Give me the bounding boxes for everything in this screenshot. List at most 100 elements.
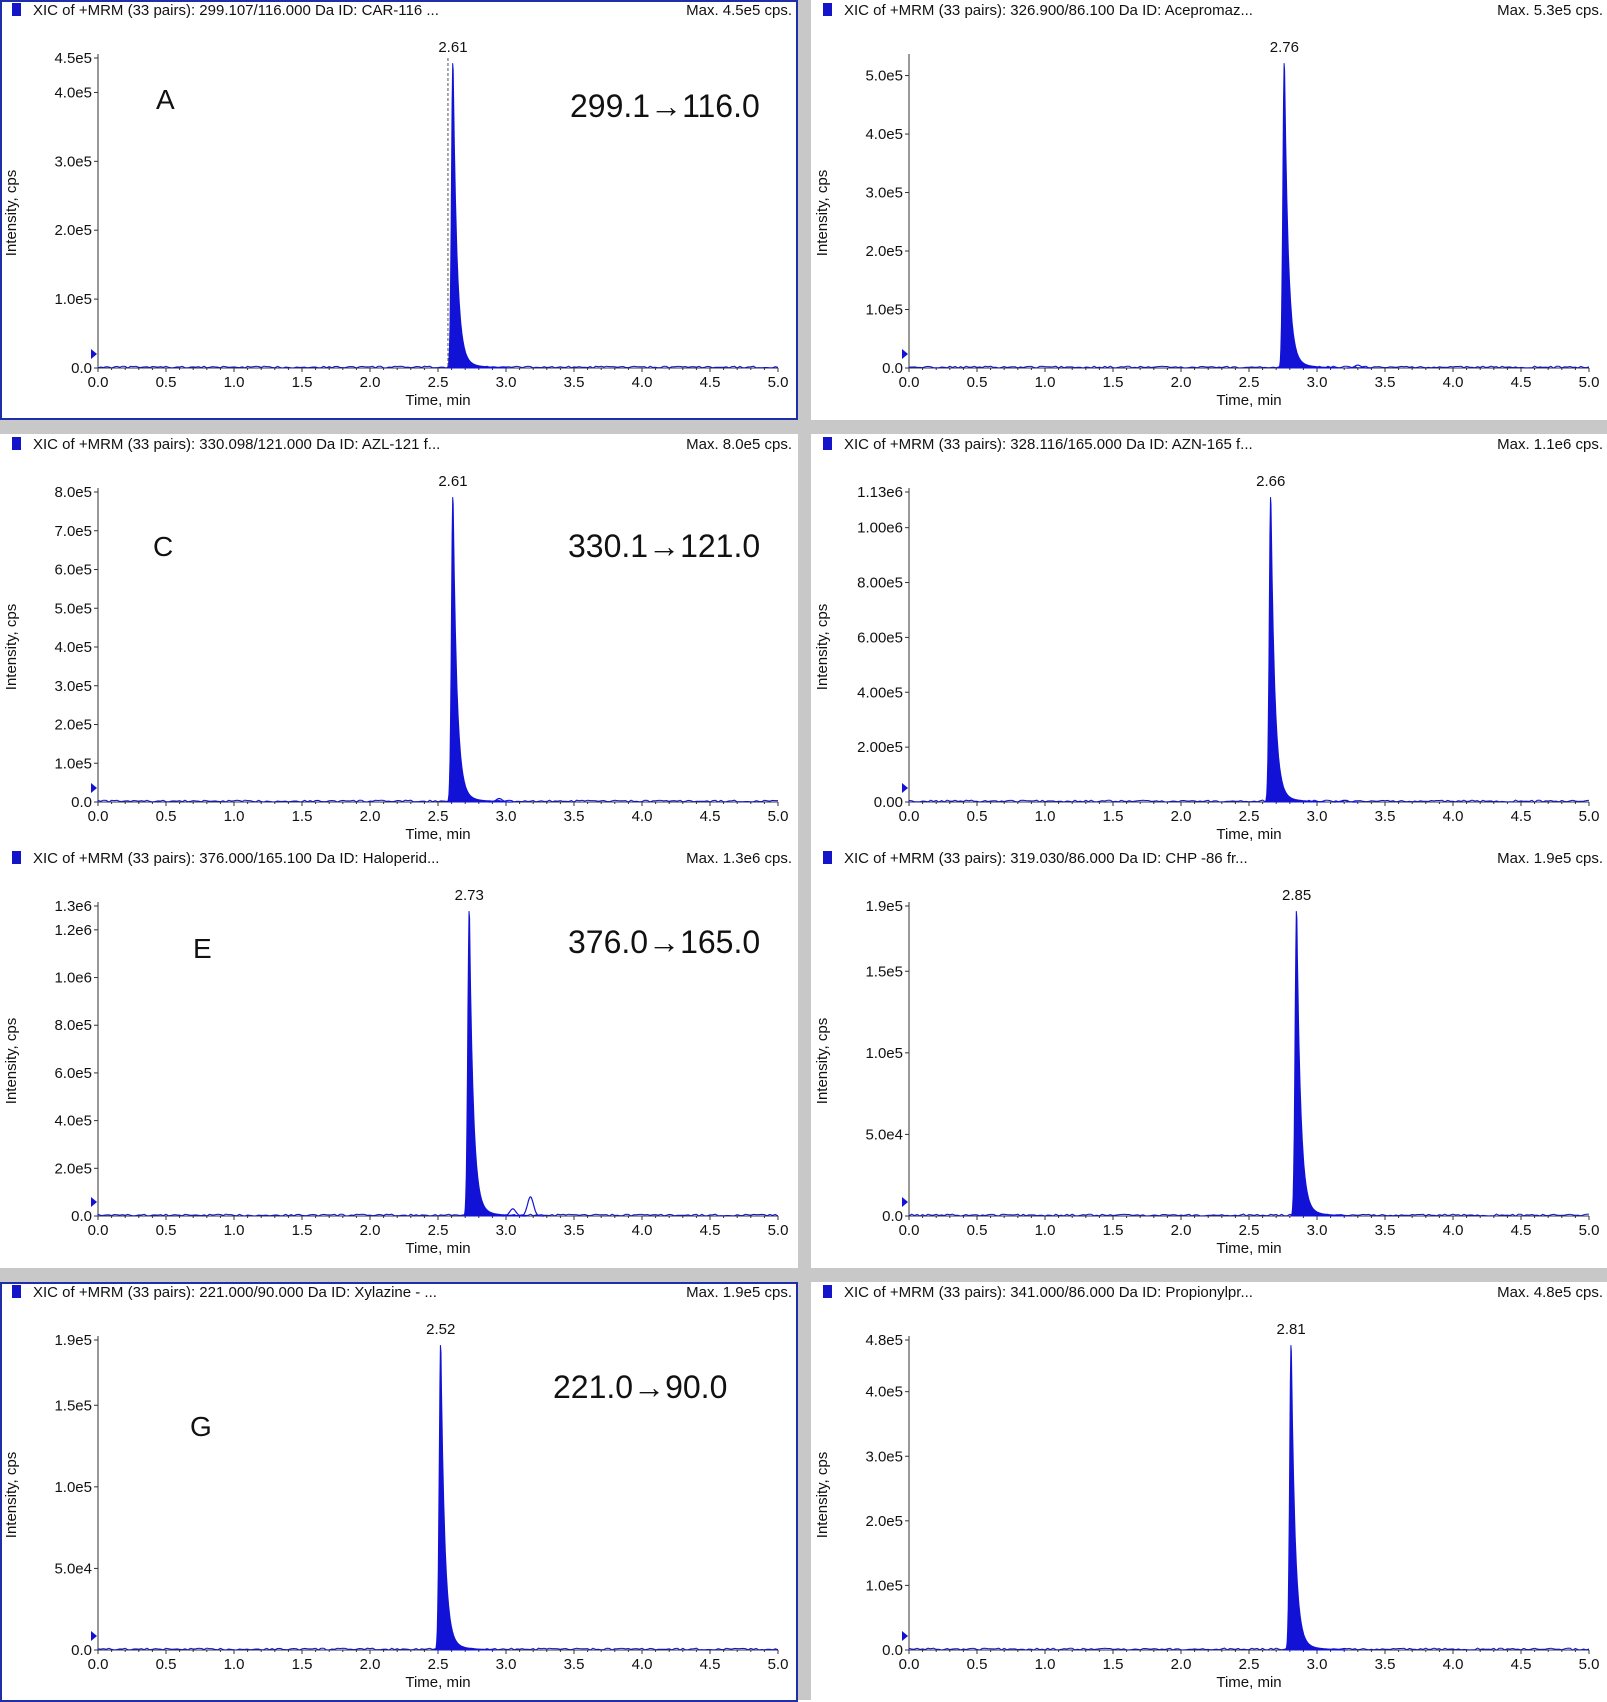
y-tick-label: 4.0e5 <box>865 126 903 143</box>
chromatogram-plot: 0.0 0.5 1.0 1.5 2.0 2.5 3.0 3.5 4.0 4.5 5.0 0.0 1.0e… <box>3 39 788 409</box>
x-tick-label: 1.5 <box>1103 1656 1124 1673</box>
trace-marker-icon <box>12 437 21 450</box>
y-tick-label: 1.0e5 <box>54 291 92 308</box>
x-tick-label: 1.0 <box>1035 374 1056 391</box>
panel-letter: A <box>156 84 175 115</box>
x-tick-label: 0.5 <box>156 1656 177 1673</box>
y-tick-label: 7.0e5 <box>54 523 92 540</box>
x-tick-label: 0.5 <box>156 808 177 825</box>
x-tick-label: 3.5 <box>1375 374 1396 391</box>
y-axis-label: Intensity, cps <box>814 1018 831 1104</box>
xic-title: XIC of +MRM (33 pairs): 330.098/121.000 … <box>33 436 441 453</box>
x-tick-label: 0.5 <box>967 808 988 825</box>
max-intensity-label: Max. 1.1e6 cps. <box>1497 436 1603 453</box>
x-tick-label: 2.0 <box>1171 1656 1192 1673</box>
main-peak <box>1289 911 1353 1217</box>
x-tick-label: 3.0 <box>1307 1656 1328 1673</box>
max-intensity-label: Max. 1.3e6 cps. <box>686 850 792 867</box>
threshold-marker-icon <box>91 349 97 359</box>
x-tick-label: 4.0 <box>632 374 653 391</box>
y-tick-label: 1.0e5 <box>54 1479 92 1496</box>
y-tick-label: 2.0e5 <box>54 717 92 734</box>
y-tick-label: 1.00e6 <box>857 520 903 537</box>
x-tick-label: 0.5 <box>156 374 177 391</box>
pane-header: XIC of +MRM (33 pairs): 341.000/86.000 D… <box>811 1282 1607 1304</box>
retention-time-label: 2.81 <box>1277 1321 1306 1338</box>
chromatogram-pane-d[interactable]: XIC of +MRM (33 pairs): 328.116/165.000 … <box>811 434 1607 854</box>
mrm-transition-label: 330.1→121.0 <box>568 528 761 564</box>
x-tick-label: 0.0 <box>88 374 109 391</box>
main-peak <box>1277 63 1341 369</box>
pane-header: XIC of +MRM (33 pairs): 330.098/121.000 … <box>0 434 798 456</box>
chromatogram-pane-f[interactable]: XIC of +MRM (33 pairs): 319.030/86.000 D… <box>811 848 1607 1268</box>
x-axis-label: Time, min <box>1216 392 1281 409</box>
baseline-trace <box>908 365 1590 369</box>
x-tick-label: 0.0 <box>88 808 109 825</box>
x-tick-label: 5.0 <box>768 808 789 825</box>
y-axis-label: Intensity, cps <box>3 1452 20 1538</box>
minor-peak <box>488 797 513 803</box>
max-intensity-label: Max. 5.3e5 cps. <box>1497 2 1603 19</box>
y-axis-label: Intensity, cps <box>3 170 20 256</box>
y-tick-label: 2.0e5 <box>865 1513 903 1530</box>
y-tick-label: 1.13e6 <box>857 484 903 501</box>
x-tick-label: 0.0 <box>899 374 920 391</box>
x-tick-label: 1.5 <box>1103 808 1124 825</box>
main-peak <box>446 63 509 369</box>
y-axis-label: Intensity, cps <box>814 1452 831 1538</box>
chromatogram-pane-b[interactable]: XIC of +MRM (33 pairs): 326.900/86.100 D… <box>811 0 1607 420</box>
chromatogram-pane-e[interactable]: XIC of +MRM (33 pairs): 376.000/165.100 … <box>0 848 798 1268</box>
x-axis-label: Time, min <box>405 826 470 843</box>
trace-marker-icon <box>12 3 21 16</box>
y-tick-label: 0.00 <box>874 794 903 811</box>
threshold-marker-icon <box>902 349 908 359</box>
chromatogram-pane-h[interactable]: XIC of +MRM (33 pairs): 341.000/86.000 D… <box>811 1282 1607 1702</box>
pane-header: XIC of +MRM (33 pairs): 319.030/86.000 D… <box>811 848 1607 870</box>
x-tick-label: 1.0 <box>224 374 245 391</box>
pane-header: XIC of +MRM (33 pairs): 221.000/90.000 D… <box>0 1282 798 1304</box>
y-tick-label: 1.5e5 <box>54 1397 92 1414</box>
main-peak <box>433 1345 497 1651</box>
y-tick-label: 1.2e6 <box>54 922 92 939</box>
y-tick-label: 1.0e5 <box>865 1577 903 1594</box>
chromatogram-pane-g[interactable]: XIC of +MRM (33 pairs): 221.000/90.000 D… <box>0 1282 798 1702</box>
y-tick-label: 4.0e5 <box>865 1384 903 1401</box>
y-tick-label: 4.0e5 <box>54 1113 92 1130</box>
chromatogram-plot: 0.0 0.5 1.0 1.5 2.0 2.5 3.0 3.5 4.0 4.5 5.0 0.0 5.0e… <box>3 1321 788 1691</box>
y-tick-label: 0.0 <box>882 1208 903 1225</box>
chromatogram-pane-c[interactable]: XIC of +MRM (33 pairs): 330.098/121.000 … <box>0 434 798 854</box>
x-tick-label: 0.5 <box>967 1656 988 1673</box>
x-tick-label: 4.0 <box>1443 374 1464 391</box>
panel-letter: G <box>190 1411 212 1442</box>
y-tick-label: 4.0e5 <box>54 84 92 101</box>
x-tick-label: 3.0 <box>496 374 517 391</box>
y-tick-label: 5.0e4 <box>54 1560 92 1577</box>
chromatogram-pane-a[interactable]: XIC of +MRM (33 pairs): 299.107/116.000 … <box>0 0 798 420</box>
panel-letter: C <box>153 531 174 562</box>
x-tick-label: 4.0 <box>632 1222 653 1239</box>
y-tick-label: 4.5e5 <box>54 50 92 67</box>
y-tick-label: 3.0e5 <box>865 185 903 202</box>
x-tick-label: 2.0 <box>360 1656 381 1673</box>
x-tick-label: 4.5 <box>700 1656 721 1673</box>
x-tick-label: 3.5 <box>1375 808 1396 825</box>
max-intensity-label: Max. 1.9e5 cps. <box>686 1284 792 1301</box>
y-tick-label: 3.0e5 <box>865 1448 903 1465</box>
pane-header: XIC of +MRM (33 pairs): 328.116/165.000 … <box>811 434 1607 456</box>
x-tick-label: 1.0 <box>224 808 245 825</box>
retention-time-label: 2.61 <box>438 473 467 490</box>
x-tick-label: 2.0 <box>360 1222 381 1239</box>
minor-peak <box>1333 799 1358 803</box>
trace-marker-icon <box>823 1285 832 1298</box>
panel-letter: E <box>193 933 212 964</box>
y-axis-label: Intensity, cps <box>814 170 831 256</box>
y-tick-label: 0.0 <box>71 1208 92 1225</box>
x-tick-label: 1.5 <box>292 1222 313 1239</box>
x-tick-label: 2.0 <box>1171 808 1192 825</box>
y-tick-label: 1.0e5 <box>54 755 92 772</box>
x-tick-label: 1.0 <box>1035 1656 1056 1673</box>
threshold-marker-icon <box>91 1631 97 1641</box>
x-tick-label: 4.0 <box>632 808 653 825</box>
chromatogram-plot: 0.0 0.5 1.0 1.5 2.0 2.5 3.0 3.5 4.0 4.5 5.0 0.0 1.0e… <box>814 1321 1599 1691</box>
